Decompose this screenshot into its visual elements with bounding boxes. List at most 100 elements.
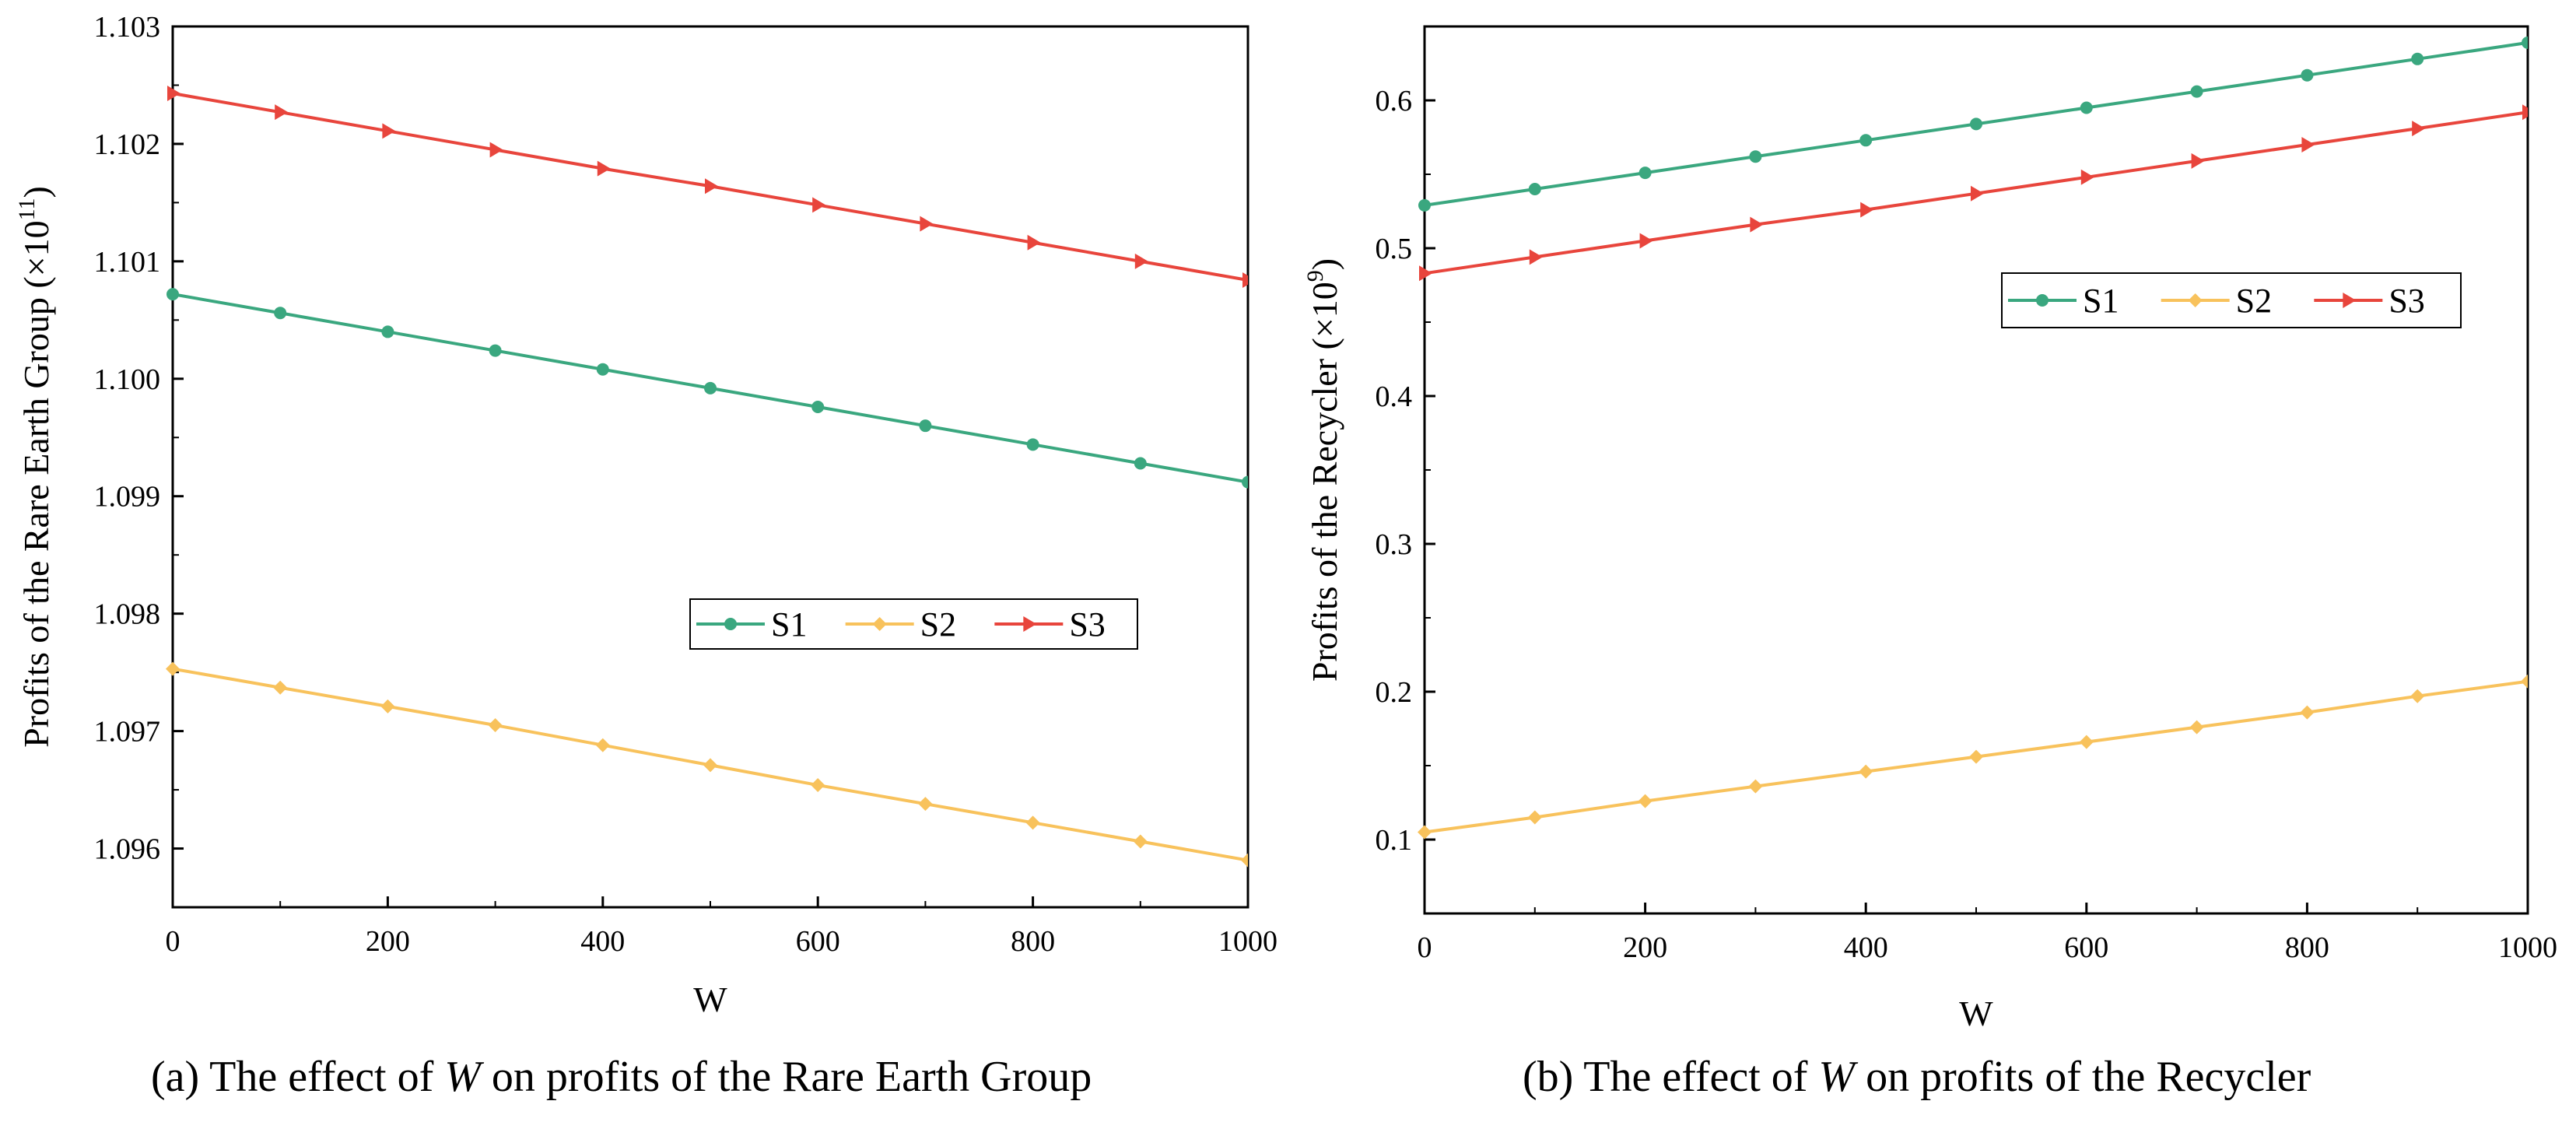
chart-a-point-s1: [274, 307, 287, 320]
chart-a-ytick-label: 1.103: [94, 11, 161, 44]
chart-b-plot-frame: [1423, 25, 2529, 915]
chart-a-ylabel: Profits of the Rare Earth Group (×1011): [14, 186, 56, 748]
chart-a-point-s1: [811, 401, 825, 414]
chart-b-point-s3: [1750, 216, 1764, 233]
chart-b-point-s1: [1638, 167, 1652, 180]
chart-a-xtick-label: 400: [580, 925, 625, 958]
chart-a-ytick-label: 1.100: [94, 363, 161, 396]
chart-a-point-s3: [1134, 253, 1148, 269]
chart-a-point-s1: [596, 363, 609, 376]
chart-a-ytick-label: 1.097: [94, 716, 161, 749]
chart-a-xtick-label: 200: [366, 925, 410, 958]
chart-a-point-s3: [705, 178, 718, 195]
chart-b-legend-marker-s3: [2343, 293, 2357, 308]
chart-b-point-s3: [2080, 169, 2094, 185]
chart-b-point-s2: [2300, 705, 2315, 720]
chart-a-point-s1: [1026, 438, 1039, 451]
chart-b-point-s1: [2080, 101, 2093, 114]
chart-b-xtick-label: 600: [2064, 931, 2108, 964]
chart-b-point-s1: [1749, 150, 1762, 163]
chart-a-series-s3: [167, 86, 1248, 289]
chart-a-legend-label-s1: S1: [771, 605, 807, 643]
chart-a-point-s2: [1241, 853, 1248, 868]
chart-a-point-s3: [920, 216, 934, 232]
chart-a-xtick-label: 800: [1011, 925, 1055, 958]
chart-b-legend-label-s3: S3: [2388, 282, 2424, 320]
chart-b-point-s2: [1418, 825, 1432, 840]
chart-b-point-s3: [1971, 185, 1984, 202]
chart-b-point-s2: [2189, 720, 2204, 735]
chart-b-ytick-label: 0.2: [1376, 676, 1413, 709]
chart-a-legend-marker-s1: [724, 618, 737, 630]
chart-a-point-s2: [1133, 834, 1148, 849]
chart-a-legend-label-s2: S2: [920, 605, 956, 643]
chart-b-legend-box: [2001, 272, 2462, 328]
chart-a-legend-label-s3: S3: [1069, 605, 1105, 643]
chart-a-xtick-label: 1000: [1218, 925, 1277, 958]
chart-a-point-s3: [489, 142, 503, 158]
chart-b-series-s2: [1418, 674, 2528, 840]
chart-a-point-s1: [381, 325, 394, 338]
chart-b-point-s1: [1528, 183, 1541, 195]
chart-a-xtick-label: 0: [166, 925, 180, 958]
chart-a: Profits of the Rare Earth Group (×1011) …: [14, 11, 1277, 1101]
chart-a-ytick-label: 1.098: [94, 598, 161, 631]
chart-b-point-s1: [1859, 134, 1873, 147]
chart-b-point-s1: [2190, 85, 2203, 98]
chart-a-series-s2: [166, 661, 1248, 868]
chart-b-ylabel: Profits of the Recycler (×109): [1302, 258, 1344, 682]
chart-b-point-s1: [1418, 198, 1431, 212]
chart-a-ytick-label: 1.099: [94, 481, 161, 514]
chart-a-point-s2: [1025, 815, 1040, 830]
chart-a-point-s1: [489, 344, 502, 357]
chart-b-point-s1: [2522, 36, 2528, 49]
chart-a-caption: (a) The effect of W on profits of the Ra…: [151, 1053, 1092, 1101]
chart-a-point-s3: [275, 104, 289, 121]
chart-a-point-s2: [918, 797, 933, 812]
chart-a-point-s2: [380, 699, 395, 714]
chart-b-xtick-label: 1000: [2498, 931, 2557, 964]
chart-b-point-s2: [2079, 735, 2094, 749]
chart-b-point-s3: [1529, 249, 1543, 265]
chart-b-point-s2: [1969, 749, 1983, 764]
chart-b-point-s2: [2410, 689, 2425, 703]
chart-b-ytick-label: 0.6: [1376, 85, 1413, 117]
chart-a-ytick-label: 1.101: [94, 246, 161, 279]
chart-b: Profits of the Recycler (×109) W (b) The…: [1302, 25, 2557, 1101]
chart-a-xtick-label: 600: [796, 925, 840, 958]
chart-b-point-s3: [1639, 233, 1653, 249]
chart-a-point-s3: [812, 197, 826, 213]
chart-b-point-s2: [1748, 779, 1763, 794]
chart-a-point-s1: [1134, 457, 1147, 470]
chart-a-point-s1: [1242, 475, 1248, 489]
chart-b-point-s3: [2522, 104, 2528, 121]
chart-b-xtick-label: 400: [1844, 931, 1888, 964]
chart-b-ytick-label: 0.4: [1376, 380, 1413, 413]
chart-b-point-s1: [2411, 52, 2424, 65]
chart-b-point-s2: [1527, 810, 1542, 825]
chart-b-caption: (b) The effect of W on profits of the Re…: [1523, 1053, 2311, 1101]
chart-b-point-s2: [1638, 794, 1652, 808]
chart-b-series-s3: [1419, 104, 2528, 282]
chart-b-ytick-label: 0.3: [1376, 528, 1413, 561]
chart-b-point-s3: [1860, 202, 1874, 218]
chart-a-point-s2: [703, 758, 717, 773]
chart-b-legend-label-s2: S2: [2236, 282, 2272, 320]
chart-a-point-s2: [811, 778, 825, 793]
chart-a-plot-frame: [171, 25, 1249, 909]
chart-a-point-s2: [273, 680, 288, 695]
chart-a-point-s2: [166, 661, 180, 676]
chart-a-legend-marker-s2: [872, 617, 887, 631]
chart-a-legend-marker-s3: [1023, 616, 1037, 632]
chart-b-ytick-label: 0.1: [1376, 824, 1413, 857]
chart-b-legend-marker-s1: [2036, 294, 2049, 307]
chart-b-point-s1: [2301, 68, 2314, 82]
chart-a-point-s2: [488, 718, 503, 733]
chart-b-ytick-label: 0.5: [1376, 233, 1413, 265]
chart-b-legend: S1 S2 S3: [2001, 272, 2462, 328]
chart-b-point-s3: [1419, 265, 1432, 282]
chart-b-series-s1: [1418, 36, 2528, 212]
chart-b-legend-marker-s2: [2188, 293, 2203, 307]
chart-a-xlabel: W: [693, 980, 727, 1019]
